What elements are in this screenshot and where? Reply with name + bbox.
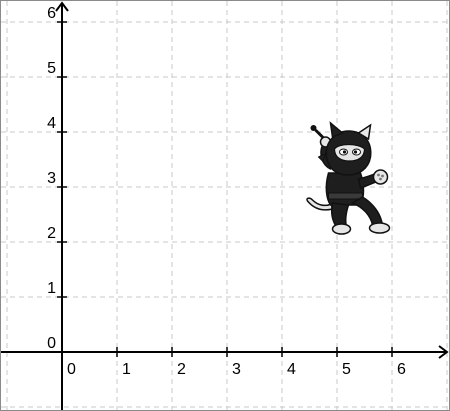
- ninja-cat-sprite[interactable]: [306, 121, 391, 235]
- y-tick-label: 5: [47, 60, 56, 77]
- y-tick-label: 2: [47, 225, 56, 242]
- x-tick-label: 5: [342, 361, 351, 378]
- y-tick-label: 1: [47, 280, 56, 297]
- x-tick-label: 6: [397, 361, 406, 378]
- x-axis-arrow-icon: [438, 345, 449, 359]
- x-tick-label: 2: [177, 361, 186, 378]
- y-tick-label: 0: [47, 335, 56, 352]
- y-axis-arrow-icon: [55, 1, 69, 12]
- y-tick-label: 6: [47, 5, 56, 22]
- y-tick-label: 4: [47, 115, 56, 132]
- axis-ticks: [57, 21, 393, 357]
- x-tick-label: 4: [287, 361, 296, 378]
- axis-labels: 0 1 2 3 4 5 6 0 1 2 3 4 5 6: [47, 5, 406, 378]
- x-tick-label: 3: [232, 361, 241, 378]
- x-tick-label: 1: [122, 361, 131, 378]
- y-tick-label: 3: [47, 170, 56, 187]
- x-tick-label: 0: [67, 361, 76, 378]
